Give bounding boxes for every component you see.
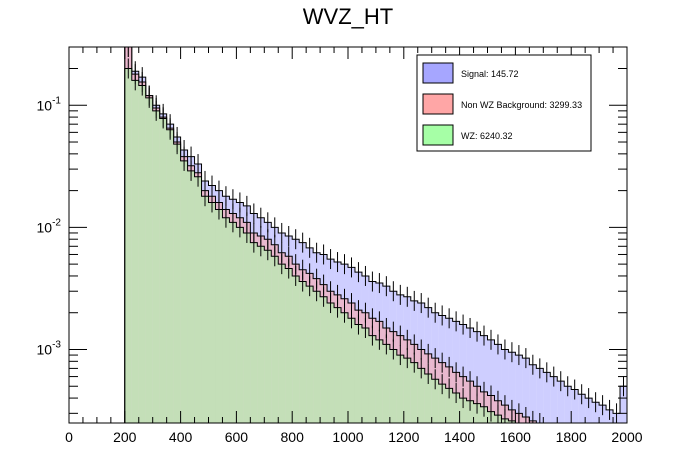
bar-wz-1200: [403, 358, 411, 423]
bar-wz-200: [124, 68, 132, 424]
bar-wz-750: [278, 264, 286, 423]
legend-label-wz: WZ: 6240.32: [461, 131, 513, 141]
bar-wz-1225: [410, 362, 418, 423]
bar-wz-1300: [431, 379, 439, 423]
bar-wz-1050: [361, 327, 369, 423]
bar-signal-1750: [557, 381, 565, 423]
bar-signal-1850: [585, 398, 593, 423]
bar-wz-1175: [396, 355, 404, 423]
bar-wz-1375: [452, 393, 460, 423]
x-tick-label-1400: 1400: [444, 429, 475, 445]
axes-layer: 0 200 400 600 800 1000 1200 1400 1600 1800 2000 10-…: [37, 46, 643, 445]
bar-wz-925: [327, 303, 335, 423]
legend-label-non-wz-background: Non WZ Background: 3299.33: [461, 100, 582, 110]
bar-signal-1825: [578, 394, 586, 423]
x-tick-label-1800: 1800: [556, 429, 587, 445]
x-tick-label-0: 0: [65, 429, 73, 445]
x-tick-label-400: 400: [169, 429, 193, 445]
bar-signal-1700: [543, 372, 551, 423]
bar-wz-850: [306, 286, 314, 423]
bar-signal-1600: [515, 355, 523, 423]
bar-wz-950: [334, 307, 342, 423]
y-tick-label--2: 10-2: [37, 217, 62, 235]
bar-wz-475: [201, 196, 209, 423]
bar-wz-975: [341, 312, 348, 423]
bar-signal-1575: [508, 352, 516, 423]
x-tick-label-1200: 1200: [388, 429, 419, 445]
bar-signal-1625: [522, 358, 530, 423]
bar-signal-1725: [550, 376, 558, 423]
bar-wz-1350: [445, 388, 453, 423]
bar-wz-1400: [459, 398, 467, 423]
bar-signal-1525: [494, 344, 502, 423]
bar-signal-1475: [480, 335, 488, 423]
bar-signal-1550: [501, 349, 509, 423]
bar-wz-400: [180, 160, 188, 423]
bar-wz-1025: [354, 324, 362, 423]
bar-signal-1975: [620, 386, 627, 423]
bar-wz-1250: [417, 368, 425, 423]
bar-wz-1075: [368, 335, 376, 423]
outline-signal: [124, 46, 628, 423]
bar-wz-300: [152, 110, 160, 423]
legend: Signal: 145.72 Non WZ Background: 3299.33…: [416, 54, 592, 152]
bar-wz-525: [215, 209, 223, 423]
bar-wz-550: [222, 217, 230, 423]
bar-wz-1150: [389, 349, 397, 423]
bar-wz-650: [250, 242, 258, 423]
bar-wz-900: [320, 296, 328, 423]
bar-wz-500: [208, 202, 216, 423]
bar-wz-375: [173, 144, 181, 423]
x-tick-label-200: 200: [113, 429, 137, 445]
bar-wz-600: [236, 227, 244, 423]
histogram-layer: [124, 46, 628, 424]
bar-wz-250: [138, 85, 146, 423]
outline-wz: [124, 68, 523, 424]
bar-wz-700: [264, 250, 272, 423]
chart-title: WVZ_HT: [303, 4, 393, 29]
bar-wz-775: [285, 268, 293, 423]
bar-signal-1775: [564, 386, 572, 423]
bar-wz-725: [271, 256, 279, 423]
bar-wz-1275: [424, 373, 432, 423]
x-tick-label-600: 600: [225, 429, 249, 445]
y-tick-label--1: 10-1: [37, 95, 62, 113]
bar-wz-350: [166, 129, 174, 423]
y-tick-label--3: 10-3: [37, 339, 62, 357]
bar-wz-1125: [382, 344, 390, 423]
bar-wz-225: [131, 80, 139, 423]
bar-wz-625: [243, 232, 251, 423]
bar-signal-1675: [536, 368, 544, 423]
bar-signal-1500: [487, 339, 495, 423]
bar-wz-1100: [375, 339, 383, 423]
x-tick-label-800: 800: [281, 429, 305, 445]
bar-wz-1425: [466, 400, 474, 423]
x-tick-label-2000: 2000: [611, 429, 642, 445]
bar-wz-1000: [348, 318, 355, 423]
bar-signal-1800: [571, 389, 579, 423]
legend-swatch-signal: [422, 62, 454, 84]
legend-swatch-non-wz-background: [422, 93, 454, 115]
bar-wz-325: [159, 118, 167, 423]
bar-signal-1875: [592, 402, 600, 423]
legend-label-signal: Signal: 145.72: [461, 69, 519, 79]
bar-wz-1325: [438, 384, 446, 423]
bar-wz-675: [257, 246, 265, 423]
bar-wz-800: [292, 275, 300, 423]
x-tick-label-1600: 1600: [500, 429, 531, 445]
legend-swatch-wz: [422, 124, 454, 146]
x-tick-label-1000: 1000: [332, 429, 363, 445]
bar-signal-1650: [529, 364, 537, 423]
bar-wz-450: [194, 176, 202, 423]
bar-wz-575: [229, 222, 237, 423]
bar-wz-875: [313, 291, 321, 423]
bar-wz-825: [299, 281, 307, 423]
outline-non-wz-background: [124, 46, 544, 424]
bar-wz-425: [187, 170, 195, 423]
bar-wz-275: [145, 97, 153, 424]
